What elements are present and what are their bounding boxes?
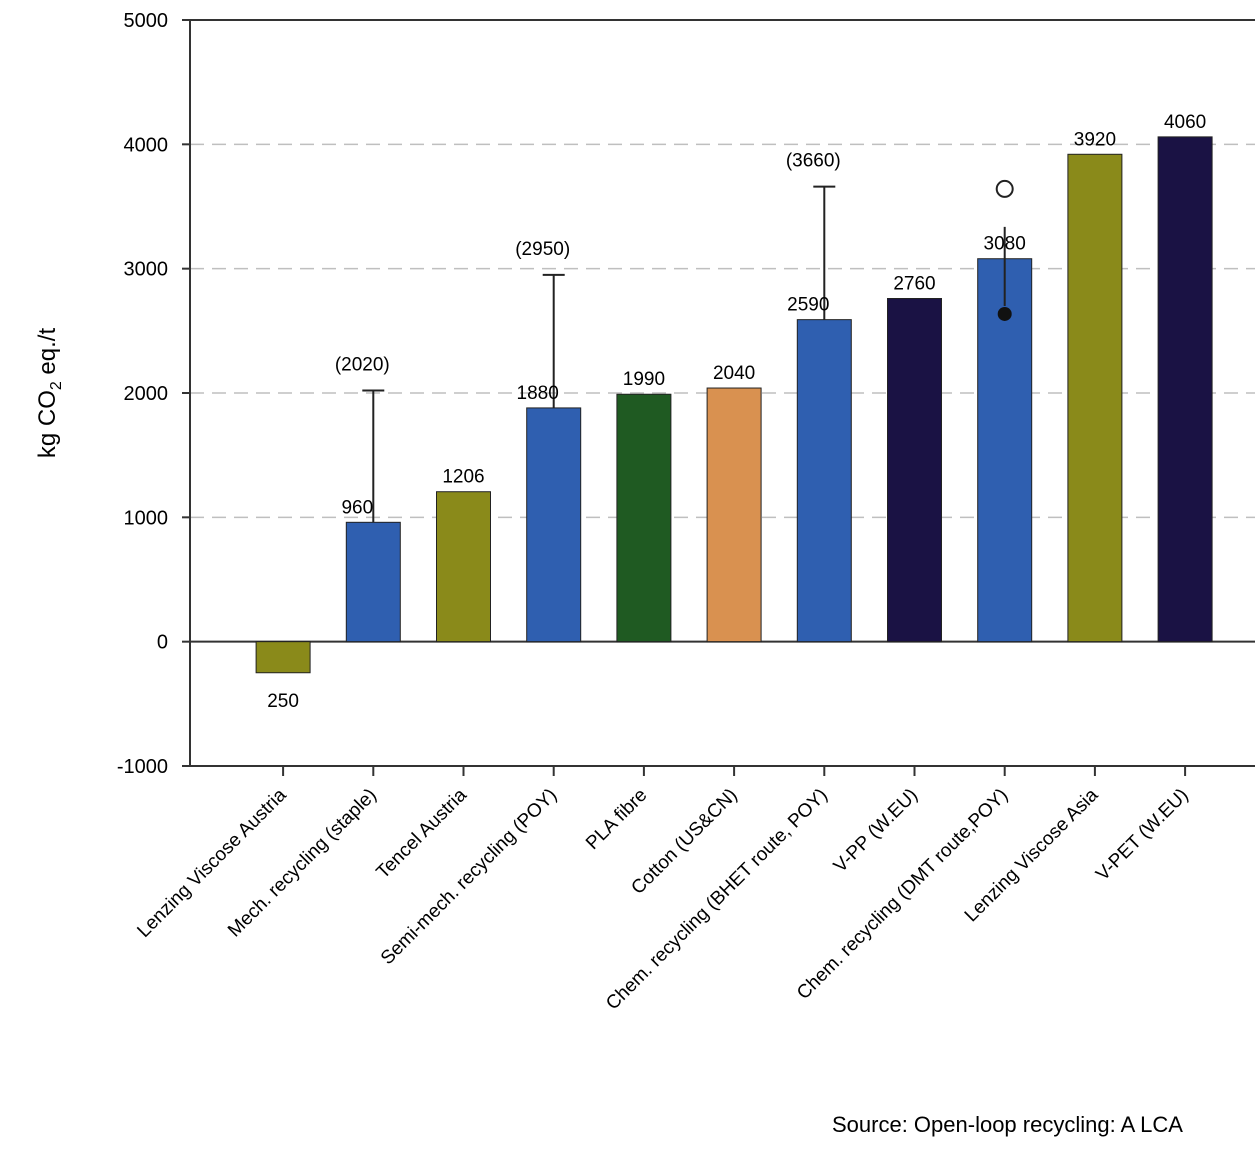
error-bar-label: (2020) — [335, 355, 390, 376]
bar — [1157, 136, 1213, 643]
y-tick-label: 5000 — [124, 10, 169, 32]
bar — [887, 298, 942, 643]
data-label: 3080 — [984, 234, 1026, 255]
data-label: 2040 — [713, 363, 755, 384]
open-circle-marker — [995, 179, 1014, 198]
category-label: Lenzing Viscose Austria — [133, 784, 291, 942]
data-label: 1880 — [517, 383, 559, 404]
y-tick-label: -1000 — [117, 756, 168, 778]
data-label: 1990 — [623, 369, 665, 390]
category-label: V-PP (W.EU) — [830, 785, 922, 877]
y-tick-label: 1000 — [124, 507, 169, 529]
source-note: Source: Open-loop recycling: A LCA — [832, 1112, 1183, 1137]
error-bars — [362, 179, 1014, 523]
y-tick-label: 2000 — [124, 383, 169, 405]
category-label: Mech. recycling (staple) — [224, 785, 381, 942]
bar — [706, 387, 762, 643]
data-labels: (2020) (2950) (3660) 250 960 1206 1880 1990 2040… — [267, 112, 1206, 712]
filled-circle-marker — [997, 306, 1012, 321]
bars — [255, 136, 1213, 776]
y-tick-label: 0 — [157, 632, 168, 654]
bar — [526, 407, 582, 643]
bar — [1067, 153, 1123, 643]
y-tick-labels: -1000 0 1000 2000 3000 4000 5000 — [117, 10, 190, 778]
data-label: 2590 — [787, 295, 829, 316]
bar — [977, 258, 1033, 643]
bar — [255, 641, 311, 674]
category-label: PLA fibre — [582, 785, 651, 854]
y-tick-label: 3000 — [124, 259, 169, 281]
bar — [436, 491, 491, 643]
error-bar-label: (3660) — [786, 151, 841, 172]
data-label: 250 — [267, 691, 299, 712]
data-label: 2760 — [893, 274, 935, 295]
bar — [345, 521, 401, 643]
data-label: 4060 — [1164, 112, 1206, 133]
category-label: V-PET (W.EU) — [1092, 785, 1192, 885]
data-label: 1206 — [442, 467, 484, 488]
data-label: 960 — [341, 497, 373, 518]
data-label: 3920 — [1074, 129, 1116, 150]
y-axis-title: kg CO2 eq./t — [34, 328, 65, 459]
category-label: Semi-mech. recycling (POY) — [377, 785, 561, 969]
y-tick-label: 4000 — [124, 134, 169, 156]
bar — [616, 393, 672, 643]
category-label: Tencel Austria — [373, 784, 472, 883]
error-bar-label: (2950) — [515, 239, 570, 260]
bar — [796, 319, 852, 643]
